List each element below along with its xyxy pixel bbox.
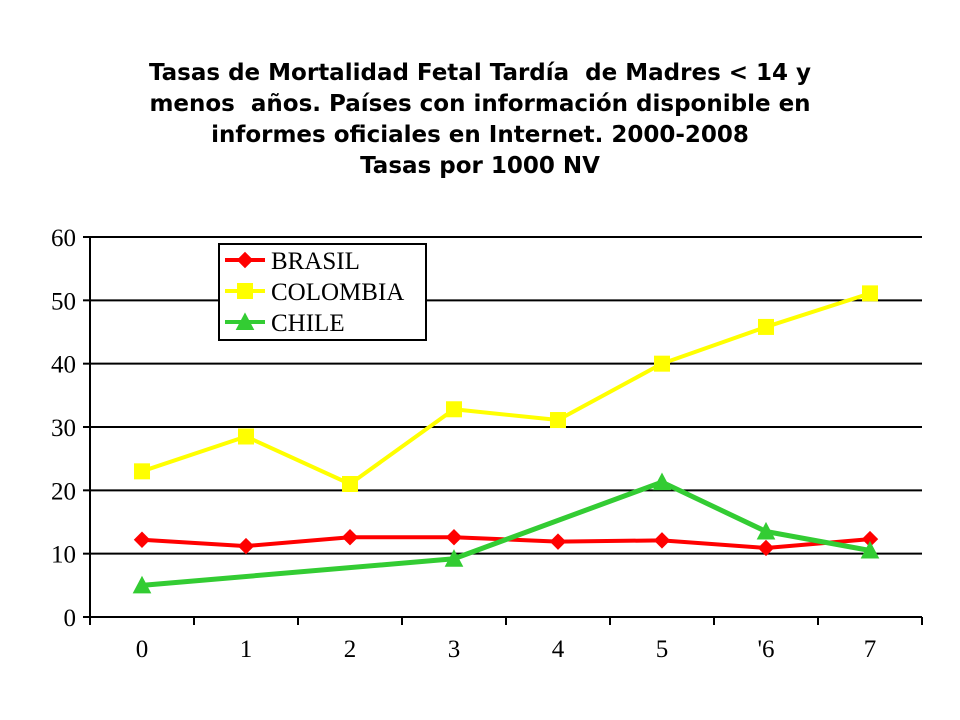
data-point-brasil	[549, 533, 567, 550]
legend-swatch-marker	[236, 251, 254, 269]
data-point-brasil	[445, 528, 463, 546]
chart-title-line-2: menos años. Países con información dispo…	[149, 91, 811, 117]
y-tick-label: 60	[51, 225, 76, 252]
chart-title-line-1: Tasas de Mortalidad Fetal Tardía de Madr…	[148, 60, 812, 86]
data-point-chile	[860, 540, 880, 559]
data-point-brasil	[653, 532, 671, 549]
legend-item-brasil: BRASIL	[225, 248, 360, 275]
data-point-colombia	[134, 463, 150, 480]
series-chile	[132, 472, 880, 594]
y-tick-label: 10	[51, 542, 76, 569]
data-point-brasil	[133, 531, 151, 548]
x-tick-label: 5	[656, 636, 669, 663]
data-point-brasil	[237, 537, 255, 555]
data-point-chile	[756, 521, 776, 540]
data-point-brasil	[757, 539, 775, 557]
data-point-colombia	[758, 318, 774, 335]
data-point-colombia	[550, 412, 566, 429]
x-tick-label: 1	[240, 636, 253, 663]
x-tick-label: 7	[864, 636, 877, 663]
chart-title-line-4: Tasas por 1000 NV	[360, 153, 600, 179]
legend-label-colombia: COLOMBIA	[271, 279, 404, 306]
data-point-colombia	[238, 428, 254, 445]
y-tick-label: 30	[51, 415, 76, 442]
data-point-brasil	[341, 528, 359, 546]
y-tick-label: 20	[51, 478, 76, 505]
data-point-chile	[444, 549, 464, 567]
data-point-colombia	[446, 401, 462, 418]
series-line-colombia	[141, 291, 871, 486]
legend-label-brasil: BRASIL	[271, 248, 360, 275]
data-point-chile	[132, 575, 152, 594]
y-tick-label: 50	[51, 288, 76, 315]
chart-title: Tasas de Mortalidad Fetal Tardía de Madr…	[0, 58, 960, 182]
data-point-colombia	[654, 355, 670, 372]
legend-label-chile: CHILE	[271, 310, 345, 337]
x-tick-label: '6	[757, 636, 774, 663]
data-point-colombia	[862, 285, 878, 302]
x-tick-label: 3	[448, 636, 461, 663]
legend-item-colombia: COLOMBIA	[225, 279, 404, 306]
tick-labels: 0 10 20 30 40 50 60 0 1 2 3 4 5 '6 7	[51, 225, 876, 663]
axes	[83, 236, 923, 625]
legend-swatch-marker	[235, 312, 255, 330]
legend-item-chile: CHILE	[225, 310, 345, 337]
x-tick-label: 2	[344, 636, 357, 663]
chart-title-line-3: informes oficiales en Internet. 2000-200…	[211, 122, 749, 148]
legend: BRASIL COLOMBIA CHILE	[218, 243, 427, 341]
y-tick-label: 40	[51, 352, 76, 379]
x-tick-label: 0	[136, 636, 149, 663]
series-lines	[132, 285, 880, 594]
data-point-chile	[652, 472, 672, 491]
x-tick-label: 4	[552, 636, 565, 663]
series-colombia	[134, 285, 878, 492]
gridlines	[90, 236, 922, 555]
legend-swatch-marker	[237, 283, 253, 299]
y-tick-label: 0	[64, 605, 77, 632]
data-point-colombia	[342, 476, 358, 492]
